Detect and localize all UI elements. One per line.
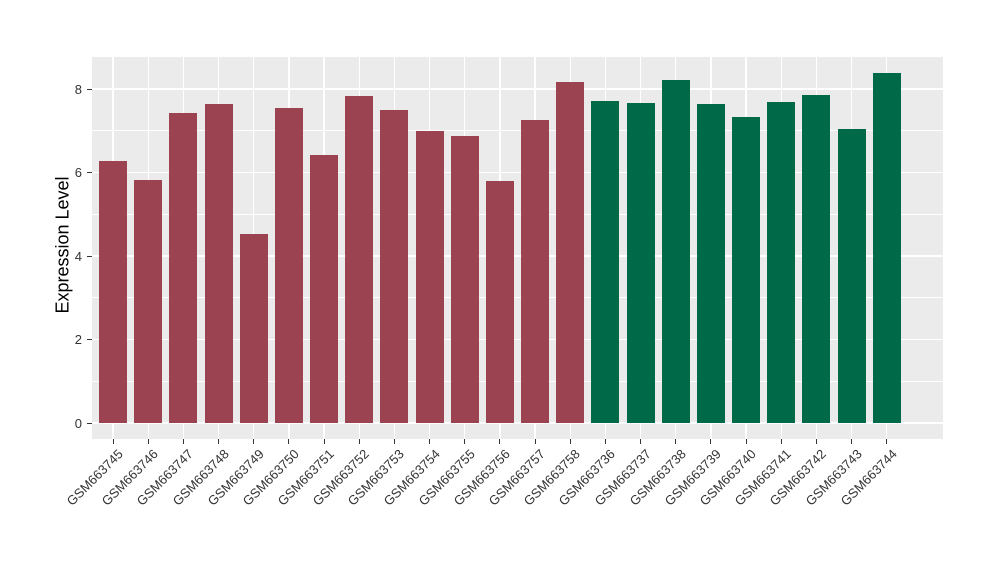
x-tick-mark: [886, 439, 888, 444]
bar: [837, 128, 866, 424]
x-tick-mark: [182, 439, 184, 444]
bar: [661, 79, 690, 424]
bar: [134, 179, 163, 424]
bar: [521, 119, 550, 424]
x-tick-mark: [710, 439, 712, 444]
x-tick-mark: [499, 439, 501, 444]
bar: [872, 73, 901, 424]
bar: [556, 81, 585, 424]
bar: [310, 154, 339, 424]
h-gridline-minor: [92, 213, 943, 215]
x-tick-mark: [675, 439, 677, 444]
bar: [485, 180, 514, 424]
bar: [802, 95, 831, 424]
h-gridline-major: [92, 422, 943, 424]
bar: [169, 113, 198, 424]
x-tick-mark: [218, 439, 220, 444]
h-gridline-minor: [92, 130, 943, 132]
y-tick-label: 8: [74, 81, 82, 97]
y-tick-label: 2: [74, 332, 82, 348]
y-axis-title: Expression Level: [52, 176, 73, 314]
x-tick-mark: [358, 439, 360, 444]
bar: [767, 101, 796, 424]
x-tick-mark: [253, 439, 255, 444]
y-tick-label: 4: [74, 248, 82, 264]
x-tick-mark: [640, 439, 642, 444]
x-tick-mark: [534, 439, 536, 444]
y-tick-mark: [87, 172, 92, 174]
x-tick-mark: [464, 439, 466, 444]
h-gridline-minor: [92, 380, 943, 382]
bar: [239, 234, 268, 424]
bar: [732, 117, 761, 424]
y-tick-label: 6: [74, 165, 82, 181]
x-tick-mark: [815, 439, 817, 444]
bar: [274, 107, 303, 424]
y-tick-mark: [87, 422, 92, 424]
x-tick-mark: [745, 439, 747, 444]
bar: [415, 130, 444, 424]
plot-panel: [92, 57, 943, 439]
h-gridline-major: [92, 88, 943, 90]
bar: [99, 160, 128, 424]
x-tick-mark: [393, 439, 395, 444]
y-tick-mark: [87, 339, 92, 341]
h-gridline-minor: [92, 297, 943, 299]
bar: [380, 110, 409, 424]
x-tick-mark: [604, 439, 606, 444]
x-tick-mark: [323, 439, 325, 444]
bar: [626, 102, 655, 424]
bar: [696, 104, 725, 424]
bar: [204, 103, 233, 424]
x-tick-mark: [288, 439, 290, 444]
y-tick-label: 0: [74, 415, 82, 431]
y-tick-mark: [87, 255, 92, 257]
bar: [450, 135, 479, 424]
x-tick-mark: [569, 439, 571, 444]
x-tick-mark: [112, 439, 114, 444]
x-tick-mark: [429, 439, 431, 444]
h-gridline-major: [92, 255, 943, 257]
x-tick-mark: [851, 439, 853, 444]
y-tick-mark: [87, 88, 92, 90]
h-gridline-major: [92, 171, 943, 174]
x-tick-mark: [780, 439, 782, 444]
h-gridline-major: [92, 338, 943, 341]
x-tick-mark: [147, 439, 149, 444]
bar: [345, 95, 374, 424]
bar: [591, 100, 620, 424]
